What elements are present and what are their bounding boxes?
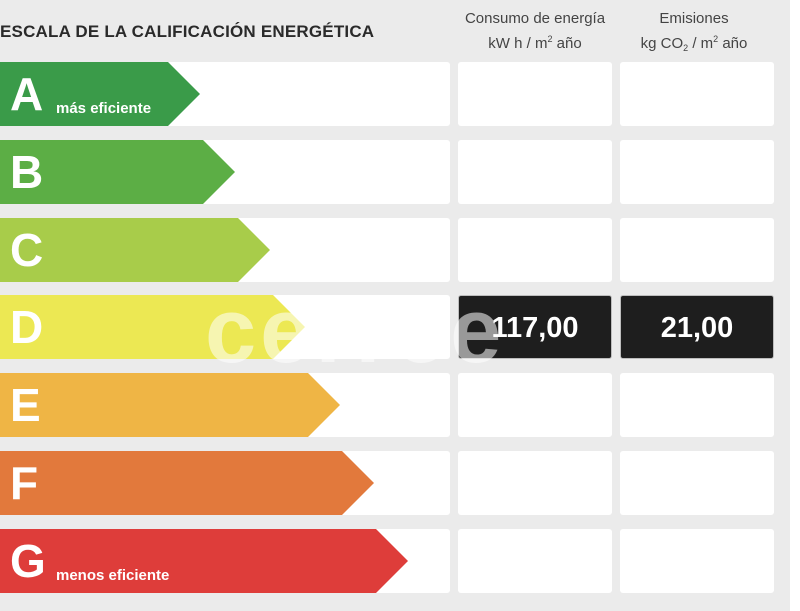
rating-letter: A — [10, 68, 44, 120]
rating-letter: C — [10, 224, 44, 276]
rating-letter: G — [10, 535, 46, 587]
consumo-cell — [458, 373, 612, 437]
emisiones-cell — [620, 140, 774, 204]
emisiones-value-badge: 21,00 — [620, 295, 774, 359]
consumo-header-unit: kW h / m2 año — [488, 34, 582, 52]
rating-letter: B — [10, 146, 44, 198]
consumo-value-badge: 117,00 — [458, 295, 612, 359]
rating-arrow-e: E — [0, 373, 340, 437]
rating-caption: menos eficiente — [56, 567, 170, 584]
rating-arrow-f: F — [0, 451, 374, 515]
consumo-cell — [458, 218, 612, 282]
rating-row-a: A más eficiente — [0, 62, 800, 126]
emisiones-cell — [620, 451, 774, 515]
rating-row-d: D 117,00 21,00 — [0, 295, 800, 359]
emisiones-cell — [620, 218, 774, 282]
consumo-header: Consumo de energía kW h / m2 año — [455, 9, 615, 54]
consumo-value: 117,00 — [491, 312, 579, 344]
rating-arrow-b: B — [0, 140, 235, 204]
emisiones-header-label: Emisiones — [659, 10, 729, 27]
right-border — [790, 0, 800, 611]
rating-letter: D — [10, 301, 44, 353]
consumo-cell — [458, 62, 612, 126]
rating-caption: más eficiente — [56, 100, 152, 117]
rating-row-e: E — [0, 373, 800, 437]
rating-row-g: G menos eficiente — [0, 529, 800, 593]
consumo-cell — [458, 529, 612, 593]
consumo-cell — [458, 140, 612, 204]
rating-row-f: F — [0, 451, 800, 515]
rating-letter: F — [10, 457, 39, 509]
emisiones-header: Emisiones kg CO2 / m2 año — [614, 9, 774, 58]
emisiones-cell — [620, 529, 774, 593]
emisiones-header-unit: kg CO2 / m2 año — [640, 34, 748, 53]
consumo-header-label: Consumo de energía — [464, 10, 606, 27]
rating-row-c: C — [0, 218, 800, 282]
emisiones-value: 21,00 — [660, 312, 734, 344]
rating-arrow-g: G menos eficiente — [0, 529, 408, 593]
scale-title: ESCALA DE LA CALIFICACIÓN ENERGÉTICA — [0, 22, 375, 41]
consumo-cell — [458, 451, 612, 515]
rating-row-b: B — [0, 140, 800, 204]
rating-letter: E — [10, 379, 41, 431]
rating-arrow-c: C — [0, 218, 270, 282]
emisiones-cell — [620, 62, 774, 126]
rating-arrow-a: A más eficiente — [0, 62, 200, 126]
rating-arrow-d: D — [0, 295, 305, 359]
emisiones-cell — [620, 373, 774, 437]
